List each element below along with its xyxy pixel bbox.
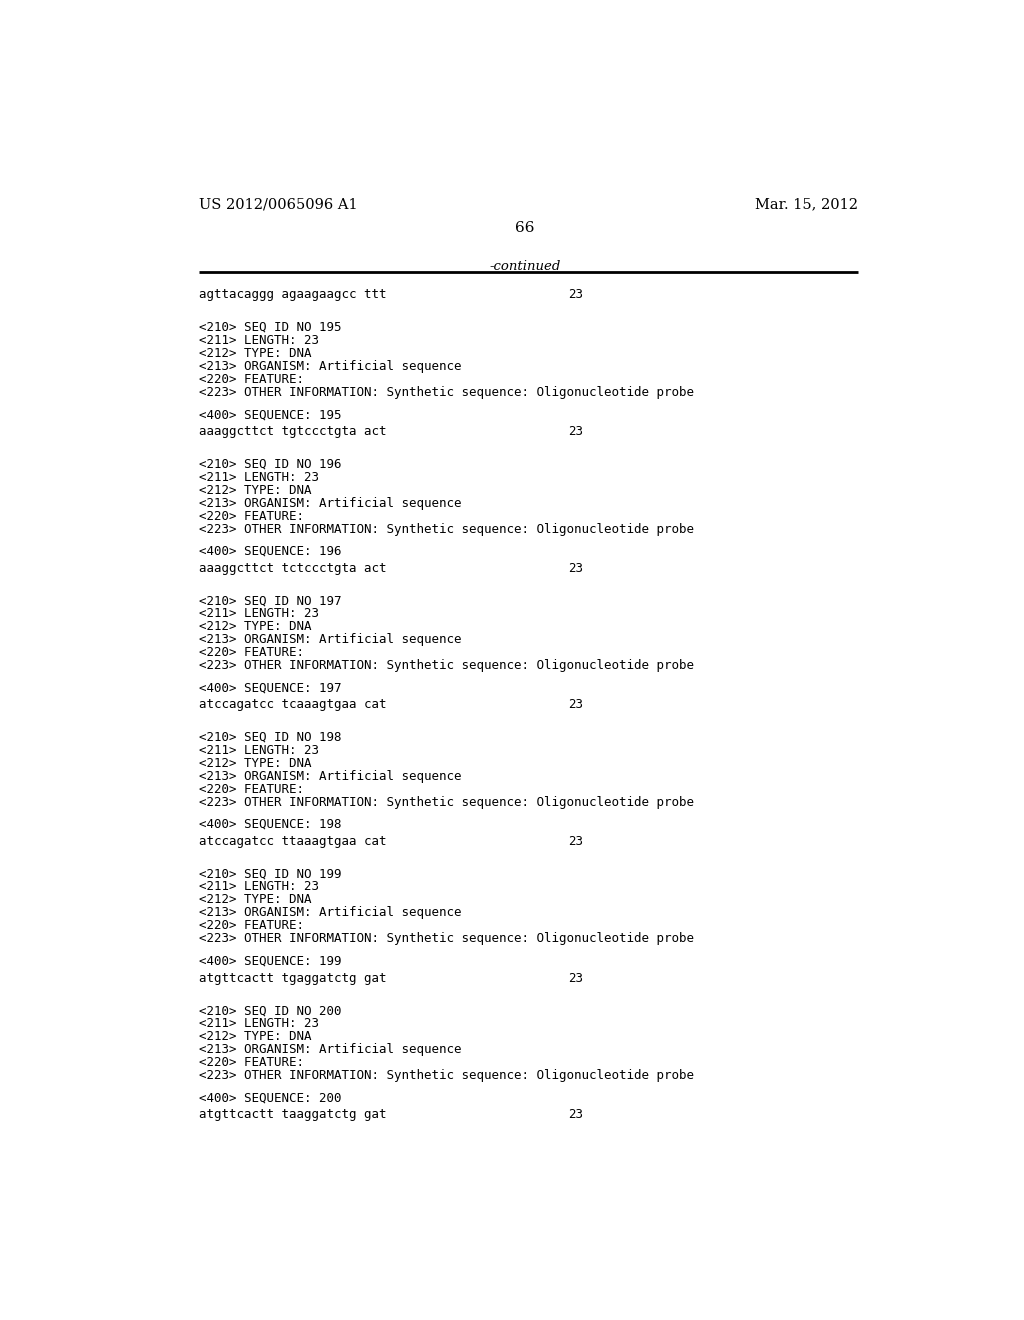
Text: <223> OTHER INFORMATION: Synthetic sequence: Oligonucleotide probe: <223> OTHER INFORMATION: Synthetic seque… (200, 932, 694, 945)
Text: US 2012/0065096 A1: US 2012/0065096 A1 (200, 197, 358, 211)
Text: 23: 23 (568, 425, 584, 438)
Text: 23: 23 (568, 698, 584, 711)
Text: <223> OTHER INFORMATION: Synthetic sequence: Oligonucleotide probe: <223> OTHER INFORMATION: Synthetic seque… (200, 523, 694, 536)
Text: <213> ORGANISM: Artificial sequence: <213> ORGANISM: Artificial sequence (200, 496, 462, 510)
Text: <220> FEATURE:: <220> FEATURE: (200, 647, 304, 659)
Text: <220> FEATURE:: <220> FEATURE: (200, 920, 304, 932)
Text: 23: 23 (568, 562, 584, 574)
Text: Mar. 15, 2012: Mar. 15, 2012 (755, 197, 858, 211)
Text: <223> OTHER INFORMATION: Synthetic sequence: Oligonucleotide probe: <223> OTHER INFORMATION: Synthetic seque… (200, 1069, 694, 1082)
Text: <210> SEQ ID NO 198: <210> SEQ ID NO 198 (200, 731, 342, 744)
Text: aaaggcttct tctccctgta act: aaaggcttct tctccctgta act (200, 562, 387, 574)
Text: atgttcactt taaggatctg gat: atgttcactt taaggatctg gat (200, 1107, 387, 1121)
Text: <213> ORGANISM: Artificial sequence: <213> ORGANISM: Artificial sequence (200, 634, 462, 647)
Text: <223> OTHER INFORMATION: Synthetic sequence: Oligonucleotide probe: <223> OTHER INFORMATION: Synthetic seque… (200, 659, 694, 672)
Text: <212> TYPE: DNA: <212> TYPE: DNA (200, 483, 312, 496)
Text: atccagatcc ttaaagtgaa cat: atccagatcc ttaaagtgaa cat (200, 836, 387, 847)
Text: atccagatcc tcaaagtgaa cat: atccagatcc tcaaagtgaa cat (200, 698, 387, 711)
Text: <210> SEQ ID NO 200: <210> SEQ ID NO 200 (200, 1005, 342, 1016)
Text: <400> SEQUENCE: 197: <400> SEQUENCE: 197 (200, 681, 342, 694)
Text: -continued: -continued (489, 260, 560, 273)
Text: <211> LENGTH: 23: <211> LENGTH: 23 (200, 744, 319, 756)
Text: <400> SEQUENCE: 199: <400> SEQUENCE: 199 (200, 954, 342, 968)
Text: <212> TYPE: DNA: <212> TYPE: DNA (200, 756, 312, 770)
Text: <220> FEATURE:: <220> FEATURE: (200, 374, 304, 385)
Text: <210> SEQ ID NO 197: <210> SEQ ID NO 197 (200, 594, 342, 607)
Text: <400> SEQUENCE: 198: <400> SEQUENCE: 198 (200, 818, 342, 832)
Text: aaaggcttct tgtccctgta act: aaaggcttct tgtccctgta act (200, 425, 387, 438)
Text: <213> ORGANISM: Artificial sequence: <213> ORGANISM: Artificial sequence (200, 770, 462, 783)
Text: <212> TYPE: DNA: <212> TYPE: DNA (200, 620, 312, 634)
Text: <400> SEQUENCE: 200: <400> SEQUENCE: 200 (200, 1092, 342, 1105)
Text: <211> LENGTH: 23: <211> LENGTH: 23 (200, 880, 319, 894)
Text: <211> LENGTH: 23: <211> LENGTH: 23 (200, 607, 319, 620)
Text: <210> SEQ ID NO 199: <210> SEQ ID NO 199 (200, 867, 342, 880)
Text: <210> SEQ ID NO 195: <210> SEQ ID NO 195 (200, 321, 342, 334)
Text: <212> TYPE: DNA: <212> TYPE: DNA (200, 1030, 312, 1043)
Text: 66: 66 (515, 222, 535, 235)
Text: <220> FEATURE:: <220> FEATURE: (200, 783, 304, 796)
Text: <400> SEQUENCE: 196: <400> SEQUENCE: 196 (200, 545, 342, 558)
Text: atgttcactt tgaggatctg gat: atgttcactt tgaggatctg gat (200, 972, 387, 985)
Text: 23: 23 (568, 289, 584, 301)
Text: <220> FEATURE:: <220> FEATURE: (200, 1056, 304, 1069)
Text: <223> OTHER INFORMATION: Synthetic sequence: Oligonucleotide probe: <223> OTHER INFORMATION: Synthetic seque… (200, 796, 694, 809)
Text: agttacaggg agaagaagcc ttt: agttacaggg agaagaagcc ttt (200, 289, 387, 301)
Text: <400> SEQUENCE: 195: <400> SEQUENCE: 195 (200, 408, 342, 421)
Text: <223> OTHER INFORMATION: Synthetic sequence: Oligonucleotide probe: <223> OTHER INFORMATION: Synthetic seque… (200, 385, 694, 399)
Text: <211> LENGTH: 23: <211> LENGTH: 23 (200, 471, 319, 483)
Text: <213> ORGANISM: Artificial sequence: <213> ORGANISM: Artificial sequence (200, 907, 462, 920)
Text: 23: 23 (568, 972, 584, 985)
Text: <213> ORGANISM: Artificial sequence: <213> ORGANISM: Artificial sequence (200, 360, 462, 374)
Text: <213> ORGANISM: Artificial sequence: <213> ORGANISM: Artificial sequence (200, 1043, 462, 1056)
Text: <211> LENGTH: 23: <211> LENGTH: 23 (200, 334, 319, 347)
Text: <212> TYPE: DNA: <212> TYPE: DNA (200, 894, 312, 907)
Text: <210> SEQ ID NO 196: <210> SEQ ID NO 196 (200, 458, 342, 471)
Text: 23: 23 (568, 1107, 584, 1121)
Text: <211> LENGTH: 23: <211> LENGTH: 23 (200, 1016, 319, 1030)
Text: <220> FEATURE:: <220> FEATURE: (200, 510, 304, 523)
Text: <212> TYPE: DNA: <212> TYPE: DNA (200, 347, 312, 360)
Text: 23: 23 (568, 836, 584, 847)
